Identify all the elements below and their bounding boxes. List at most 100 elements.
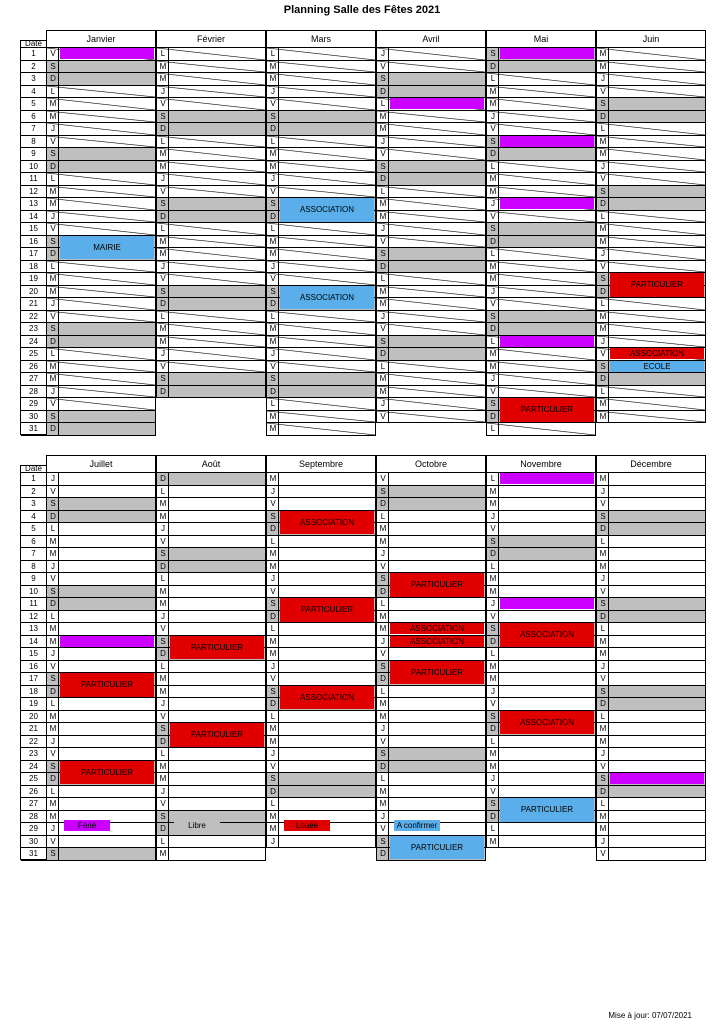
- day-cell: J: [377, 723, 485, 736]
- day-letter: D: [598, 198, 609, 210]
- day-cell: V: [377, 410, 485, 423]
- day-cell: M: [47, 360, 155, 373]
- day-cell: M: [47, 798, 155, 811]
- day-cell: J: [487, 685, 595, 698]
- day-number: 20: [29, 286, 38, 296]
- day-letter: V: [488, 523, 499, 535]
- day-letter: M: [488, 573, 499, 585]
- day-cell: M: [267, 560, 375, 573]
- booking-purple: [500, 598, 594, 609]
- day-letter: M: [598, 723, 609, 735]
- day-letter: L: [598, 123, 609, 135]
- day-cell: V: [487, 210, 595, 223]
- day-cell: V: [597, 848, 705, 861]
- day-number-row: 14: [21, 211, 46, 223]
- day-cell: L: [267, 710, 375, 723]
- day-cell: M: [267, 635, 375, 648]
- day-cell: V: [47, 573, 155, 586]
- day-letter: V: [268, 585, 279, 597]
- day-cell: D: [597, 373, 705, 386]
- day-letter: L: [268, 710, 279, 722]
- day-cell: S: [157, 373, 265, 386]
- day-cell: M: [267, 423, 375, 436]
- day-number-row: 2: [21, 61, 46, 73]
- day-letter: L: [598, 298, 609, 310]
- booking-red: ASSOCIATION: [610, 348, 704, 359]
- day-cell: L: [47, 523, 155, 536]
- day-number-row: 29: [21, 823, 46, 836]
- day-cell: S: [597, 598, 705, 611]
- day-letter: V: [268, 185, 279, 197]
- day-number: 10: [29, 161, 38, 171]
- day-letter: M: [268, 548, 279, 560]
- day-letter: M: [488, 585, 499, 597]
- day-cell: J: [157, 260, 265, 273]
- day-cell: J: [597, 573, 705, 586]
- day-cell: V: [267, 360, 375, 373]
- day-cell: M: [157, 248, 265, 261]
- month-header: Février: [156, 30, 266, 47]
- day-letter: D: [488, 235, 499, 247]
- day-cell: L: [597, 385, 705, 398]
- day-letter: L: [488, 248, 499, 260]
- day-cell: L: [377, 510, 485, 523]
- month-header: Août: [156, 455, 266, 472]
- day-cell: S: [267, 773, 375, 786]
- day-letter: L: [378, 510, 389, 522]
- day-cell: S: [47, 148, 155, 161]
- day-cell: M: [157, 685, 265, 698]
- day-cell: S: [597, 510, 705, 523]
- day-cell: V: [157, 273, 265, 286]
- day-letter: M: [158, 760, 169, 772]
- day-number: 25: [29, 774, 38, 783]
- day-letter: M: [378, 535, 389, 547]
- day-cell: D: [377, 260, 485, 273]
- day-letter: L: [268, 310, 279, 322]
- day-cell: M: [487, 660, 595, 673]
- day-letter: V: [268, 760, 279, 772]
- day-number: 8: [31, 136, 36, 146]
- day-letter: J: [48, 385, 59, 397]
- day-number-row: 27: [21, 798, 46, 811]
- day-letter: V: [48, 748, 59, 760]
- booking-blue: MAIRIE: [60, 235, 154, 259]
- day-letter: D: [268, 210, 279, 222]
- day-letter: V: [48, 223, 59, 235]
- day-number-column: 1 2 3 4 5 6 7 8 9 10 11 12 13 14 15 16 17 18 19 20 21 22 23 24 2…: [20, 472, 47, 861]
- day-cell: M: [47, 285, 155, 298]
- day-letter: D: [488, 410, 499, 422]
- day-letter: V: [48, 835, 59, 847]
- day-cell: M: [267, 235, 375, 248]
- day-cell: M: [377, 610, 485, 623]
- day-letter: M: [158, 323, 169, 335]
- day-number: 21: [29, 724, 38, 733]
- day-cell: J: [597, 248, 705, 261]
- booking-red: ASSOCIATION: [390, 635, 484, 647]
- day-letter: J: [598, 160, 609, 172]
- day-cell: L: [597, 798, 705, 811]
- day-letter: M: [268, 723, 279, 735]
- day-letter: J: [158, 785, 169, 797]
- day-letter: M: [48, 373, 59, 385]
- day-letter: M: [598, 635, 609, 647]
- day-letter: J: [268, 260, 279, 272]
- day-cell: S: [47, 60, 155, 73]
- day-letter: V: [48, 660, 59, 672]
- day-cell: L: [47, 698, 155, 711]
- day-letter: D: [158, 298, 169, 310]
- day-letter: S: [488, 398, 499, 410]
- day-letter: M: [378, 123, 389, 135]
- day-letter: M: [158, 148, 169, 160]
- day-cell: V: [487, 610, 595, 623]
- day-letter: S: [488, 623, 499, 635]
- day-number: 15: [29, 224, 38, 233]
- day-cell: D: [267, 785, 375, 798]
- day-letter: L: [48, 173, 59, 185]
- month-header: Octobre: [376, 455, 486, 472]
- day-cell: J: [47, 210, 155, 223]
- booking-purple: [60, 635, 154, 647]
- day-number: 19: [29, 274, 38, 283]
- day-letter: M: [48, 635, 59, 647]
